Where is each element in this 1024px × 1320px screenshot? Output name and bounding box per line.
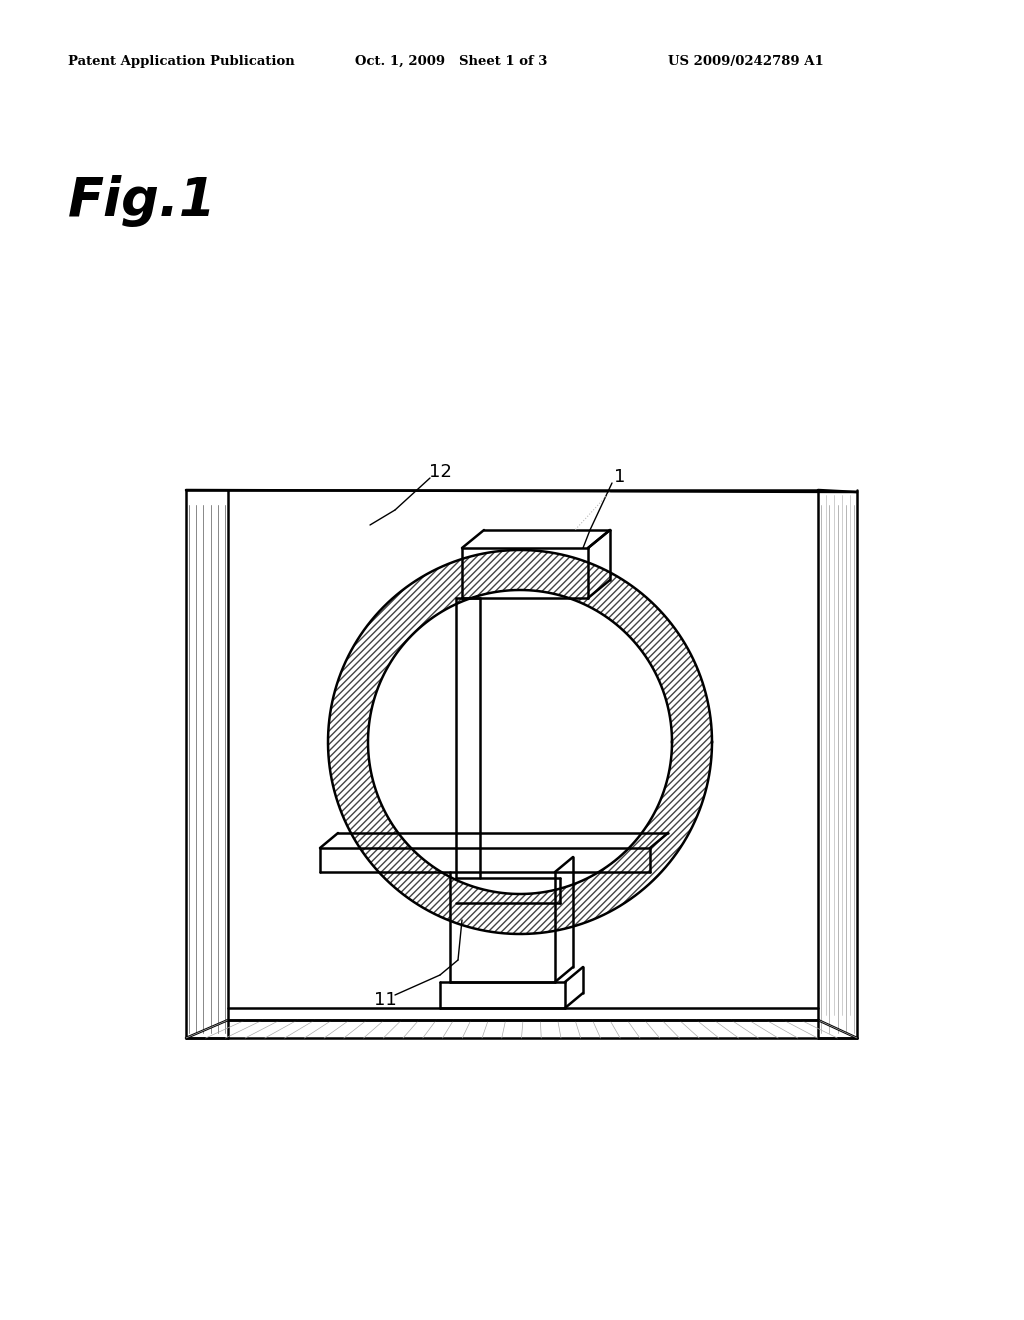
Text: Patent Application Publication: Patent Application Publication [68,55,295,69]
Text: 1: 1 [614,469,626,486]
Text: 11: 11 [374,991,396,1008]
Wedge shape [328,550,712,935]
Text: Fig.1: Fig.1 [68,176,217,227]
Text: US 2009/0242789 A1: US 2009/0242789 A1 [668,55,823,69]
Text: 12: 12 [429,463,452,480]
Text: Oct. 1, 2009   Sheet 1 of 3: Oct. 1, 2009 Sheet 1 of 3 [355,55,548,69]
